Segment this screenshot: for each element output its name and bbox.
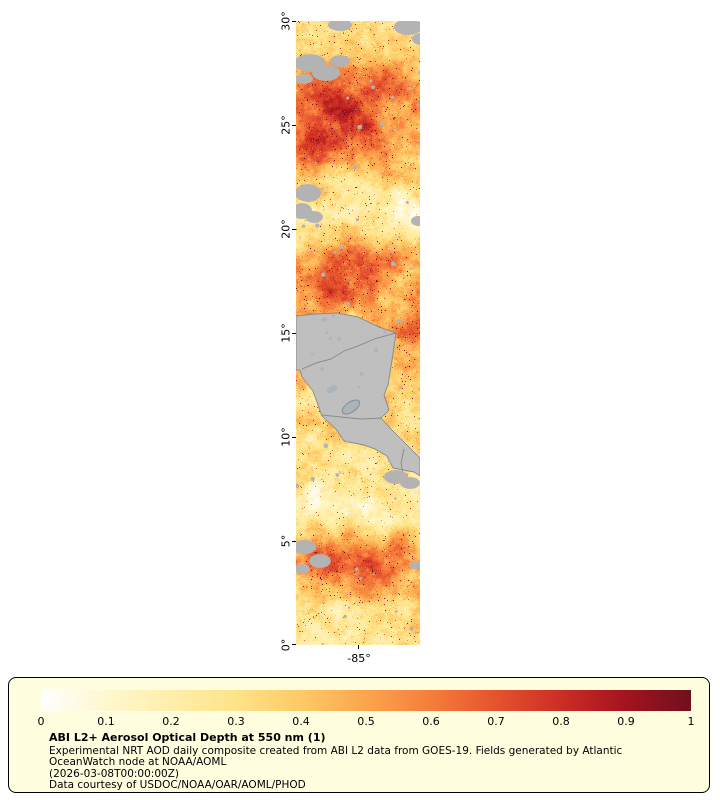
colorbar-tick-label: 0 <box>37 715 45 728</box>
x-tick-label: -85° <box>347 652 371 665</box>
colorbar-gradient <box>41 690 691 711</box>
colorbar-tick-label: 0.1 <box>97 715 115 728</box>
y-tick-mark <box>292 125 296 126</box>
legend-caption-line-2: OceanWatch node at NOAA/AOML <box>49 756 227 768</box>
legend-caption-line-1: Experimental NRT AOD daily composite cre… <box>49 745 623 757</box>
y-tick-label: 15° <box>279 323 293 343</box>
colorbar-legend-panel: 0 0.1 0.2 0.3 0.4 0.5 0.6 0.7 0.8 0.9 1 … <box>8 677 710 793</box>
aod-heatmap-canvas <box>296 21 420 645</box>
y-tick-mark <box>292 333 296 334</box>
colorbar-tick-label: 0.9 <box>617 715 635 728</box>
colorbar-tick-label: 0.3 <box>227 715 245 728</box>
y-tick-label: 20° <box>279 219 293 239</box>
y-tick-mark <box>292 437 296 438</box>
colorbar-tick-label: 0.7 <box>487 715 505 728</box>
colorbar-tick-label: 0.6 <box>422 715 440 728</box>
y-tick-mark <box>292 229 296 230</box>
colorbar-tick-label: 0.2 <box>162 715 180 728</box>
colorbar-tick-label: 0.4 <box>292 715 310 728</box>
y-tick-label: 10° <box>279 427 293 447</box>
y-tick-mark <box>292 21 296 22</box>
legend-caption-line-3: (2026-03-08T00:00:00Z) <box>49 768 179 780</box>
y-tick-label: 0° <box>279 638 293 652</box>
y-tick-mark <box>292 644 296 645</box>
y-tick-label: 5° <box>279 534 293 548</box>
colorbar-tick-label: 0.8 <box>552 715 570 728</box>
colorbar-tick-label: 1 <box>687 715 695 728</box>
y-tick-label: 30° <box>279 11 293 31</box>
legend-title: ABI L2+ Aerosol Optical Depth at 550 nm … <box>49 731 326 744</box>
aod-map: 30° 25° 20° 15° 10° 5° 0° -85° <box>280 11 420 665</box>
y-tick-label: 25° <box>279 115 293 135</box>
y-tick-mark <box>292 541 296 542</box>
x-tick-mark <box>358 645 359 649</box>
colorbar-tick-label: 0.5 <box>357 715 375 728</box>
legend-caption-line-4: Data courtesy of USDOC/NOAA/OAR/AOML/PHO… <box>49 779 306 791</box>
